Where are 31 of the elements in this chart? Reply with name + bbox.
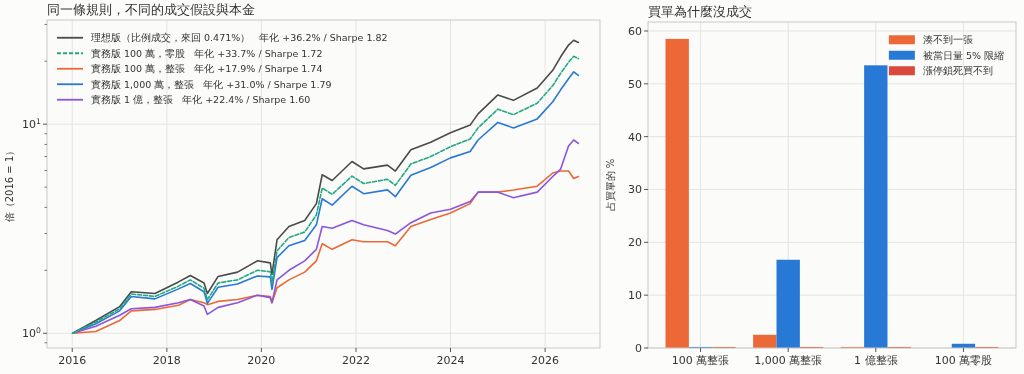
y-tick-label: 10 (628, 289, 642, 303)
chart-title: 買單為什麼沒成交 (648, 4, 752, 19)
y-axis-title: 占買單的 % (605, 158, 616, 212)
legend-label: 理想版（比例成交，來回 0.471%） 年化 +36.2% / Sharpe 1.82 (91, 32, 388, 44)
chart-title: 同一條規則，不同的成交假設與本金 (47, 2, 255, 17)
y-axis-title: 倍（2016 = 1） (4, 145, 15, 223)
y-tick-label: 0 (635, 342, 642, 355)
legend-label: 被當日量 5% 限縮 (922, 49, 1004, 61)
x-tick-label: 2024 (436, 354, 465, 367)
x-tick-label: 2016 (58, 354, 87, 367)
legend-label: 湊不到一張 (922, 34, 973, 46)
x-tick-label: 2022 (341, 354, 370, 367)
y-tick-label: 20 (628, 236, 642, 250)
x-tick-label: 100 萬整張 (671, 354, 730, 367)
y-tick-label: 10$^{1}$ (22, 116, 42, 132)
legend-label: 實務版 1 億，整張 年化 +22.4% / Sharpe 1.60 (91, 94, 311, 106)
legend-label: 實務版 100 萬，整張 年化 +17.9% / Sharpe 1.74 (91, 63, 323, 75)
y-tick-label: 40 (628, 130, 642, 144)
y-tick-label: 10$^{0}$ (22, 325, 42, 341)
x-tick-label: 1 億整張 (854, 354, 898, 367)
y-tick-label: 30 (628, 183, 642, 197)
y-tick-label: 60 (628, 24, 642, 38)
x-tick-label: 1,000 萬整張 (754, 354, 823, 367)
x-tick-label: 100 萬零股 (934, 354, 993, 367)
x-tick-label: 2020 (247, 354, 276, 367)
x-tick-label: 2026 (531, 354, 560, 367)
x-tick-label: 2018 (152, 354, 181, 367)
legend-label: 實務版 100 萬，零股 年化 +33.7% / Sharpe 1.72 (91, 47, 323, 59)
legend-label: 漲停鎖死買不到 (922, 65, 993, 77)
legend-label: 實務版 1,000 萬，整張 年化 +31.0% / Sharpe 1.79 (91, 78, 332, 90)
y-tick-label: 50 (628, 77, 642, 91)
